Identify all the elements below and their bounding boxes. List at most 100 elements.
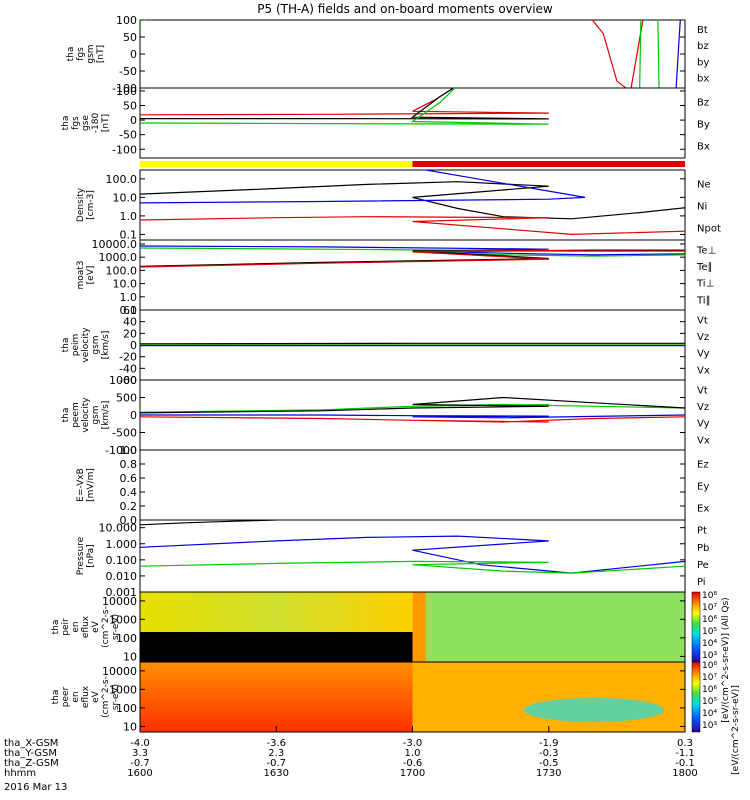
colorbar-label: [eV/(cm^2-s-sr-eV)] (All Qs) [721,597,731,722]
y-axis-label: tha [61,408,71,423]
x-tick-label: -4.0 [130,738,150,749]
x-tick-label: 1.0 [405,748,421,759]
series-bx [675,20,681,88]
legend-bz: bz [697,41,709,52]
x-tick-label: 1800 [672,768,697,779]
x-tick-label: -1.9 [539,738,559,749]
legend-Vy: Vy [697,419,710,430]
y-tick-label: 0.8 [120,458,138,471]
y-axis-label: eflux [81,685,91,708]
colorbar-2 [691,661,701,733]
y-tick-label: 0.100 [106,554,138,567]
series-Ni [140,181,685,220]
colorbar-tick: 10⁶ [702,685,717,695]
y-axis-label: Pressure [76,536,86,575]
y-tick-label: 1000 [109,683,137,696]
y-tick-label: 0.4 [120,486,138,499]
y-tick-label: 10.0 [113,278,138,291]
y-axis-label: (cm^2-s- [101,606,111,648]
mode-bar-2 [412,161,685,167]
y-axis-label: en [71,691,81,702]
y-tick-label: 100.0 [106,264,138,277]
series-Ter [140,249,685,282]
y-tick-label: 100 [116,632,137,645]
series-group [140,396,685,423]
y-axis-label: [km/s] [101,401,111,430]
y-axis-label: peem [71,402,81,428]
y-axis-label: fgs [71,116,81,130]
legend-Ez: Ez [697,460,709,471]
panel-1: 100 50 0 -50 -100 tha fgs gsm [nT] Bt bz by bx [66,14,709,95]
x-row-label: tha_Z-GSM [4,758,59,769]
series-group [140,315,685,372]
y-tick-label: 100.0 [106,173,138,186]
series-Vx [140,414,685,419]
legend-Pt: Pt [697,526,707,537]
y-axis-label: tha [51,690,61,705]
series-Pe [140,560,685,574]
legend-Bt: Bt [697,25,708,36]
spectrogram-region-early [140,662,413,732]
colorbar-tick: 10⁶ [702,615,717,625]
series-by [140,20,147,22]
legend-Ex: Ex [697,503,709,514]
colorbar-tick: 10⁴ [702,709,717,719]
x-tick-label: -3.0 [403,738,423,749]
series-By2 [685,126,750,155]
y-tick-label: -60 [119,374,137,387]
x-tick-label: 1600 [127,768,152,779]
y-tick-label: 100 [116,702,137,715]
y-tick-label: 100 [116,85,137,98]
series-Te [140,250,685,284]
y-tick-label: 50 [123,31,137,44]
series-group [140,245,685,291]
y-axis-label: tha [61,338,71,353]
y-tick-label: 10.0 [113,191,138,204]
y-axis-label: en [71,621,81,632]
series-group [140,520,685,574]
legend-Ti⊥: Ti⊥ [696,279,714,290]
spectrogram-2 [140,662,685,732]
y-axis-label: -180 [91,113,101,134]
panel-frame [139,449,686,521]
y-tick-label: 40 [123,316,137,329]
y-tick-label: 0.2 [120,500,138,513]
y-tick-label: -40 [119,362,137,375]
y-tick-label: 0 [130,409,137,422]
colorbar-tick: 10⁵ [702,627,717,637]
y-tick-label: -500 [112,427,137,440]
legend-Vt: Vt [697,385,708,396]
y-tick-label: 0.010 [106,570,138,583]
x-tick-label: -1.1 [675,748,695,759]
legend-Pb: Pb [697,543,709,554]
date-label: 2016 Mar 13 [4,782,67,793]
y-tick-label: 10000 [102,665,137,678]
legend-bx: bx [697,74,709,85]
spectrogram-region-mid [426,592,685,662]
series-Bz2 [684,123,685,124]
spectrogram-1 [140,592,685,662]
series-Bz [140,88,549,116]
series-by2 [639,20,660,88]
legend-Vz: Vz [697,402,709,413]
y-axis-label: gsm [91,335,101,354]
series-Vz [140,416,685,423]
legend-Bx: Bx [697,141,710,152]
x-row-label: tha_Y-GSM [4,748,57,759]
series-group [140,170,685,236]
y-axis-label: eV [91,620,101,633]
panel-frame [139,19,686,89]
y-tick-label: 0 [130,339,137,352]
y-tick-label: -100 [112,143,137,156]
legend-Ne: Ne [697,180,711,191]
y-axis-label: [km/s] [101,331,111,360]
legend-Npot: Npot [697,223,721,234]
x-tick-label: 1730 [536,768,561,779]
legend-Te∥: Te∥ [696,262,713,273]
y-axis-label: gsm [91,405,101,424]
colorbar-tick: 10³ [702,651,717,661]
legend-Pe: Pe [697,560,709,571]
